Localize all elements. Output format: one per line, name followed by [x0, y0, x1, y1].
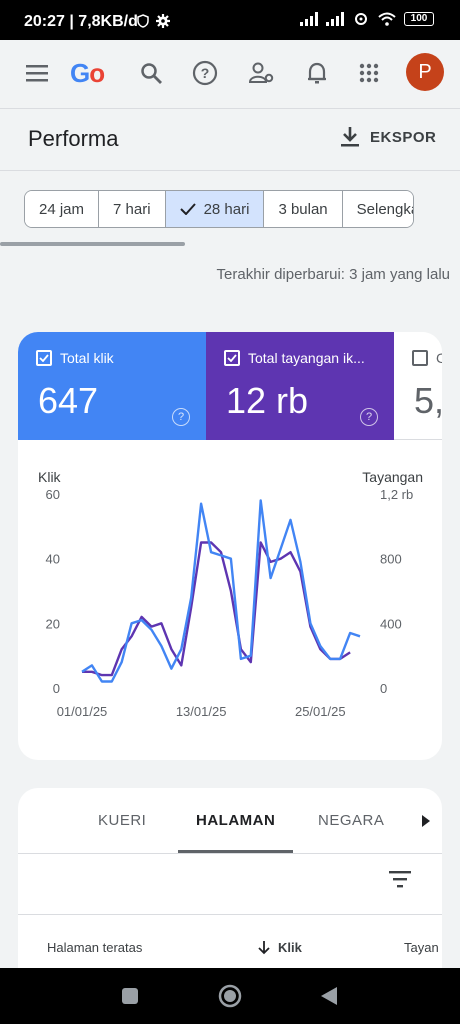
home-icon[interactable] [218, 984, 242, 1008]
col-header-impressions[interactable]: Tayan [404, 940, 439, 955]
download-icon [341, 127, 359, 147]
table-header-divider [18, 914, 442, 915]
metric-value: 12 rb [226, 380, 309, 421]
series-line-klik [82, 541, 351, 677]
performance-chart: Klik Tayangan 0 20 40 60 0 400 800 1,2 rb 01/01/25… [38, 469, 423, 719]
notifications-icon[interactable] [302, 58, 332, 88]
series-line-tayangan [81, 499, 361, 683]
tab-pages[interactable]: HALAMAN [196, 812, 276, 829]
metric-third[interactable]: C 5, [394, 332, 442, 440]
app-bar: Go ? [0, 40, 460, 108]
range-7d[interactable]: 7 hari [99, 191, 166, 227]
metric-label: Total klik [60, 350, 114, 366]
metric-label: Total tayangan ik... [248, 350, 365, 366]
filter-icon[interactable] [388, 870, 412, 888]
col-header-clicks[interactable]: Klik [258, 940, 302, 955]
search-icon[interactable] [136, 58, 166, 88]
active-tab-indicator [178, 850, 293, 853]
range-label: 3 bulan [278, 200, 328, 218]
app-bar-divider [0, 108, 460, 109]
top-items-card: KUERI HALAMAN NEGARA Halaman teratas Kli… [18, 788, 442, 988]
page-title: Performa [28, 126, 119, 151]
manage-users-icon[interactable] [246, 58, 276, 88]
help-circle-icon[interactable]: ? [360, 408, 378, 426]
x-tick-label: 25/01/25 [295, 704, 346, 719]
y-tick-right: 1,2 rb [380, 487, 413, 502]
y-tick-right: 0 [380, 681, 387, 696]
signal-icon [300, 12, 318, 26]
checkbox-checked-icon[interactable] [36, 350, 52, 366]
check-icon [179, 203, 196, 215]
signal-icon-2 [326, 12, 344, 26]
metric-value: 647 [38, 380, 99, 421]
tab-countries[interactable]: NEGARA [318, 812, 385, 829]
hotspot-icon [355, 13, 367, 25]
avatar[interactable]: P [406, 53, 444, 91]
last-updated-text: Terakhir diperbarui: 3 jam yang lalu [216, 266, 450, 283]
y-axis-left-title: Klik [38, 469, 62, 485]
x-tick-label: 13/01/25 [176, 704, 227, 719]
y-tick-left: 0 [53, 681, 60, 696]
range-label: Selengkap [356, 200, 413, 218]
metric-label: C [436, 350, 442, 366]
checkbox-checked-icon[interactable] [224, 350, 240, 366]
checkbox-unchecked-icon[interactable] [412, 350, 428, 366]
range-full[interactable]: Selengkap [342, 191, 413, 227]
status-bar: 20:27 | 7,8KB/d 100 [0, 0, 460, 40]
tab-bar: KUERI HALAMAN NEGARA [18, 788, 442, 854]
range-24h[interactable]: 24 jam [25, 191, 100, 227]
help-icon[interactable]: ? [190, 58, 220, 88]
back-icon[interactable] [320, 986, 338, 1006]
metric-total-impressions[interactable]: Total tayangan ik... 12 rb ? [206, 332, 394, 440]
battery-icon: 100 [404, 12, 434, 26]
export-button[interactable]: EKSPOR [340, 126, 436, 148]
range-3m[interactable]: 3 bulan [264, 191, 343, 227]
arrow-down-icon [258, 940, 270, 954]
svg-text:?: ? [201, 65, 210, 81]
title-divider [0, 170, 460, 171]
metric-total-clicks[interactable]: Total klik 647 ? [18, 332, 206, 440]
y-tick-left: 20 [46, 616, 60, 631]
menu-icon[interactable] [22, 58, 52, 88]
shield-icon [137, 14, 149, 28]
gear-icon [156, 14, 170, 28]
recents-icon[interactable] [121, 987, 139, 1005]
y-tick-right: 800 [380, 552, 402, 567]
performance-card: Total klik 647 ? Total tayangan ik... 12… [18, 332, 442, 760]
y-tick-left: 40 [46, 552, 60, 567]
range-label: 24 jam [39, 200, 85, 218]
chips-scroll-indicator [0, 242, 185, 246]
date-range-selector: 24 jam 7 hari 28 hari 3 bulan Selengkap [24, 190, 414, 228]
y-tick-left: 60 [46, 487, 60, 502]
system-nav-bar [0, 968, 460, 1024]
y-axis-right-title: Tayangan [362, 469, 423, 485]
col-header-label: Klik [278, 940, 302, 955]
metric-value: 5, [414, 380, 442, 421]
help-circle-icon[interactable]: ? [172, 408, 190, 426]
google-logo: Go [70, 58, 105, 88]
status-text: 20:27 | 7,8KB/d [24, 13, 138, 30]
chevron-right-icon[interactable] [421, 815, 431, 827]
logo-text: o [89, 58, 105, 88]
range-28d[interactable]: 28 hari [165, 191, 265, 227]
range-label: 28 hari [203, 200, 250, 218]
apps-grid-icon[interactable] [354, 58, 384, 88]
range-label: 7 hari [113, 200, 151, 218]
y-tick-right: 400 [380, 616, 402, 631]
wifi-icon [378, 12, 396, 26]
col-header-pages: Halaman teratas [47, 940, 143, 955]
tab-queries[interactable]: KUERI [98, 812, 147, 829]
x-tick-label: 01/01/25 [57, 704, 108, 719]
export-label: EKSPOR [370, 128, 437, 146]
